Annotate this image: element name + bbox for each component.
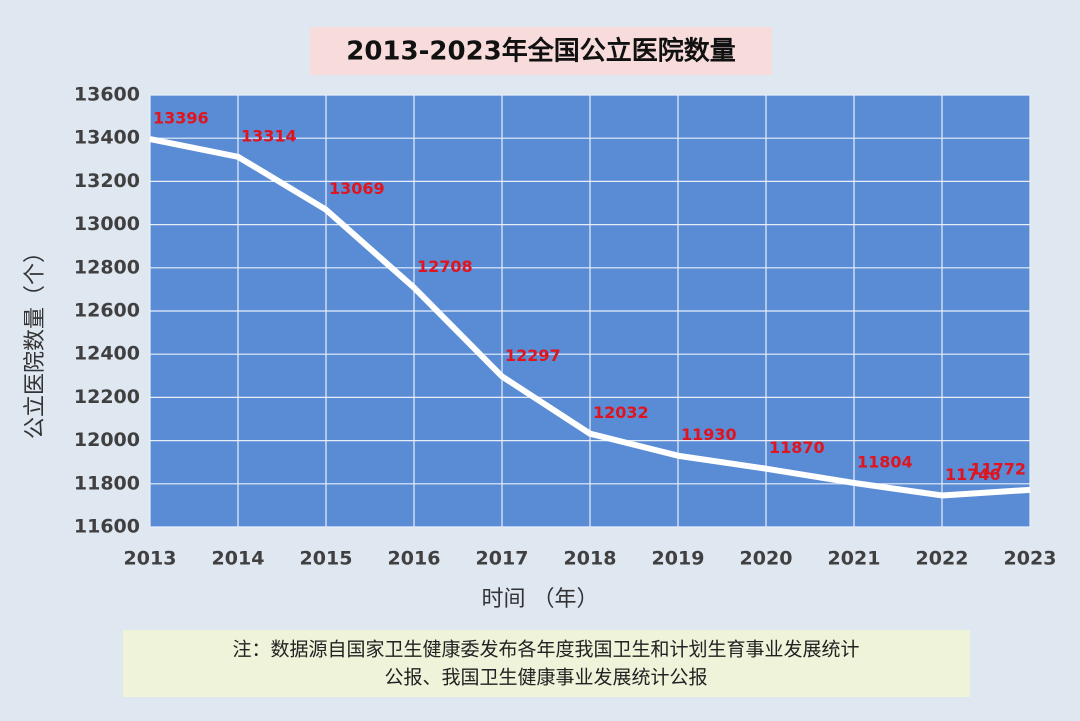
y-tick-label: 11800 <box>74 472 140 494</box>
x-tick-label: 2017 <box>476 548 529 570</box>
x-tick-label: 2023 <box>1004 548 1057 570</box>
data-line <box>149 136 1031 499</box>
x-tick-label: 2018 <box>564 548 617 570</box>
x-tick-label: 2021 <box>828 548 881 570</box>
value-label: 11746 <box>945 465 1001 484</box>
value-label: 11772 <box>970 459 1026 478</box>
chart-title: 2013-2023年全国公立医院数量 <box>346 36 736 67</box>
title-box <box>310 27 772 75</box>
value-label: 12032 <box>593 403 649 422</box>
x-tick-label: 2014 <box>212 548 265 570</box>
note-line: 注：数据源自国家卫生健康委发布各年度我国卫生和计划生育事业发展统计 <box>232 639 859 661</box>
value-label: 12708 <box>417 257 473 276</box>
y-tick-label: 13000 <box>74 213 140 235</box>
note-box <box>123 630 970 697</box>
x-tick-label: 2016 <box>388 548 441 570</box>
x-tick-label: 2013 <box>124 548 177 570</box>
y-tick-label: 13200 <box>74 170 140 192</box>
y-axis-label: 公立医院数量（个） <box>23 241 48 439</box>
value-label: 13396 <box>153 109 209 128</box>
x-tick-label: 2022 <box>916 548 969 570</box>
y-tick-label: 12200 <box>74 386 140 408</box>
note-line: 公报、我国卫生健康事业发展统计公报 <box>384 667 707 689</box>
value-label: 11870 <box>769 438 825 457</box>
value-label: 11930 <box>681 425 737 444</box>
value-label: 11804 <box>857 452 913 471</box>
value-label: 12297 <box>505 346 561 365</box>
y-tick-label: 11600 <box>74 516 140 538</box>
y-tick-label: 12800 <box>74 256 140 278</box>
x-tick-label: 2020 <box>740 548 793 570</box>
x-tick-label: 2015 <box>300 548 353 570</box>
y-tick-label: 12400 <box>74 343 140 365</box>
x-tick-label: 2019 <box>652 548 705 570</box>
y-tick-label: 13600 <box>74 84 140 106</box>
y-tick-label: 12000 <box>74 429 140 451</box>
y-tick-label: 13400 <box>74 127 140 149</box>
y-tick-label: 12600 <box>74 300 140 322</box>
x-axis-label: 时间 （年） <box>482 587 599 612</box>
value-label: 13069 <box>329 179 385 198</box>
value-label: 13314 <box>241 126 297 145</box>
